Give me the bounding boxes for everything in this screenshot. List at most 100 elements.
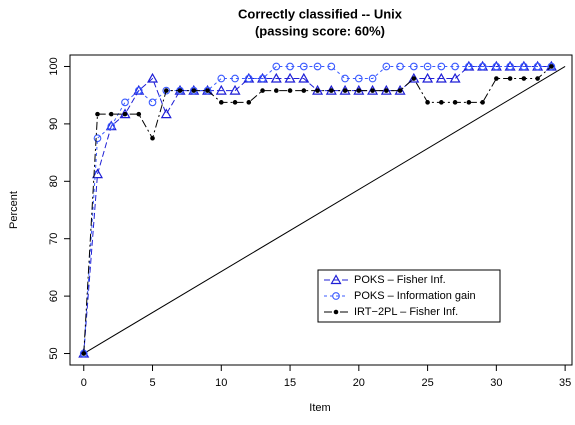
data-point (380, 84, 392, 95)
data-point (466, 100, 472, 105)
data-point (146, 72, 159, 83)
data-point (480, 100, 485, 105)
data-point (535, 76, 540, 81)
chart-title: Correctly classified -- Unix (238, 6, 403, 21)
data-point (396, 62, 404, 71)
x-tick-label: 35 (559, 377, 571, 389)
legend-marker (330, 274, 342, 285)
legend-label: POKS – Information gain (354, 290, 476, 302)
data-point (93, 134, 102, 143)
legend-marker (332, 292, 340, 300)
data-point (260, 88, 265, 93)
series-line (83, 65, 552, 354)
data-point (329, 88, 334, 93)
x-axis-label: Item (309, 402, 330, 414)
x-tick-label: 0 (81, 377, 87, 389)
plot-frame (69, 54, 573, 366)
data-point (150, 135, 155, 141)
data-point (218, 100, 224, 105)
y-tick-label: 70 (48, 233, 60, 245)
x-tick-label: 5 (149, 377, 155, 389)
data-point (205, 88, 210, 93)
data-point (342, 88, 348, 93)
data-point (408, 72, 420, 83)
x-tick-label: 15 (284, 377, 296, 389)
data-point (315, 88, 320, 93)
data-point (411, 76, 417, 81)
data-point (439, 100, 444, 105)
data-point (370, 88, 375, 93)
legend-marker (333, 309, 339, 315)
data-point (160, 108, 172, 119)
data-point (464, 62, 473, 71)
data-point (521, 76, 527, 81)
data-point (119, 108, 131, 119)
data-point (287, 88, 293, 93)
data-point (121, 98, 129, 107)
data-point (244, 74, 253, 83)
data-point (258, 74, 267, 83)
y-axis-label: Percent (8, 191, 20, 229)
data-point (217, 74, 226, 83)
reference-line (83, 66, 566, 354)
data-point (122, 111, 128, 117)
data-point (270, 72, 282, 83)
data-point (397, 88, 403, 93)
data-point (520, 62, 528, 71)
data-point (95, 111, 100, 117)
data-point (274, 88, 279, 93)
data-point (177, 88, 183, 93)
data-point (136, 111, 142, 117)
data-point (452, 100, 458, 105)
data-point (108, 111, 114, 117)
data-point (215, 84, 227, 95)
data-point (107, 122, 116, 131)
chart-subtitle: (passing score: 60%) (255, 23, 385, 38)
data-point (163, 88, 169, 93)
x-tick-label: 30 (490, 377, 502, 389)
data-point (246, 100, 252, 105)
data-point (327, 62, 336, 71)
x-tick-label: 20 (353, 377, 365, 389)
data-point (451, 62, 459, 71)
data-point (437, 62, 446, 71)
data-point (298, 72, 310, 83)
x-tick-label: 25 (421, 377, 433, 389)
data-point (232, 100, 238, 105)
legend-box (317, 269, 501, 323)
legend-label: POKS – Fisher Inf. (354, 274, 446, 286)
data-point (229, 84, 241, 95)
data-point (299, 62, 308, 71)
data-point (341, 74, 349, 83)
data-point (354, 74, 363, 83)
data-point (81, 351, 87, 356)
data-point (162, 86, 171, 95)
data-point (301, 88, 307, 93)
y-tick-label: 50 (48, 347, 60, 359)
x-tick-label: 10 (215, 377, 227, 389)
data-point (356, 88, 362, 93)
data-point (368, 74, 377, 83)
data-point (494, 76, 499, 81)
data-point (148, 98, 157, 107)
data-point (382, 62, 391, 71)
data-point (423, 62, 432, 71)
data-point (422, 72, 434, 83)
data-point (231, 74, 239, 83)
data-point (478, 62, 487, 71)
data-point (384, 88, 389, 93)
data-point (409, 62, 418, 71)
data-point (549, 64, 554, 69)
data-point (492, 62, 501, 71)
y-tick-label: 90 (48, 118, 60, 130)
y-tick-label: 100 (48, 57, 60, 75)
data-point (191, 88, 197, 93)
data-point (425, 100, 430, 105)
data-point (435, 72, 447, 83)
data-point (284, 72, 296, 83)
y-tick-label: 60 (48, 290, 60, 302)
data-point (286, 62, 294, 71)
y-tick-label: 80 (48, 175, 60, 187)
data-point (507, 76, 513, 81)
